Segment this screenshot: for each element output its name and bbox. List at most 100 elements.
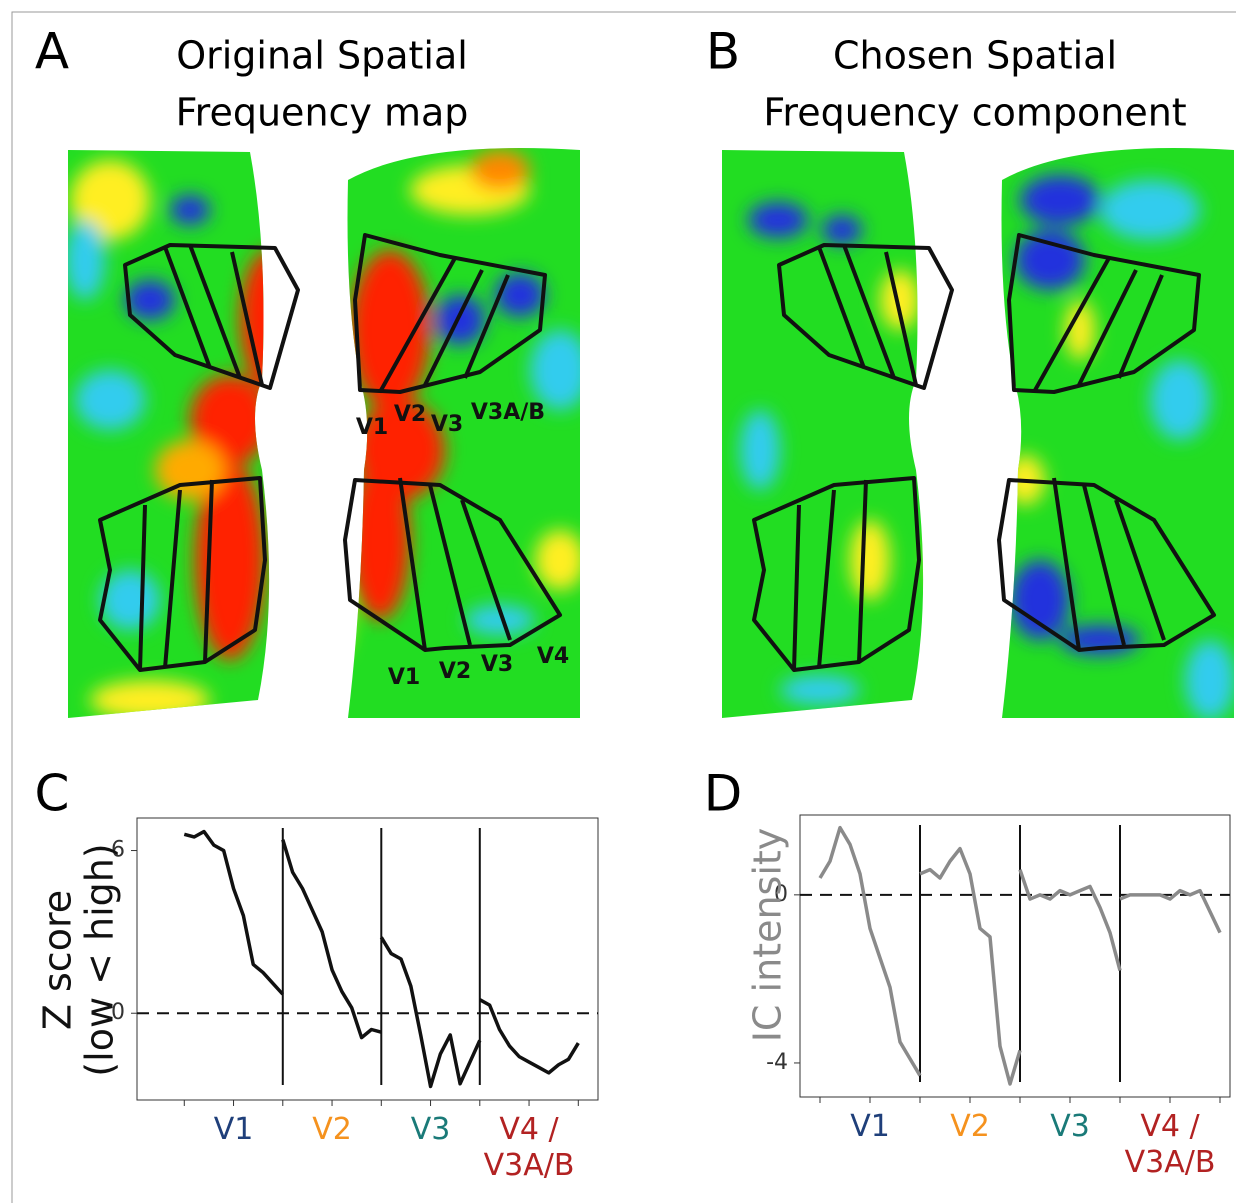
y-tick-label: 0 [111, 1000, 125, 1025]
map-title: Frequency map [176, 91, 469, 135]
category-label: V4 / V3A/B [1124, 1109, 1216, 1180]
roi-outline [343, 478, 562, 652]
roi-divider [230, 251, 264, 386]
category-label: V4 / V3A/B [483, 1112, 575, 1183]
map-blob [125, 280, 175, 320]
map-blob [822, 215, 862, 245]
map-blob [1015, 230, 1085, 290]
y-tick-label: -4 [766, 1050, 788, 1075]
map-blob [1150, 360, 1210, 440]
map-title: Original Spatial [176, 34, 468, 78]
roi-divider [163, 489, 182, 669]
map-blob [1065, 300, 1095, 360]
roi-label: V4 [537, 644, 569, 669]
roi-divider [463, 274, 510, 379]
roi-divider [163, 246, 212, 369]
roi-divider [792, 504, 801, 671]
map-blob [880, 270, 920, 330]
roi-divider [842, 244, 896, 379]
roi-divider [203, 479, 214, 663]
y-axis-label: (low < high) [78, 843, 122, 1076]
roi-divider [1114, 499, 1166, 641]
map-blob [465, 605, 535, 635]
map-blob [1010, 560, 1070, 640]
category-label: V1 [213, 1112, 254, 1147]
roi-label: V1 [388, 665, 420, 690]
roi-divider [1032, 257, 1111, 393]
map-blob [780, 675, 860, 705]
roi-divider [428, 484, 472, 646]
roi-label: V3 [431, 412, 463, 437]
map-blob [70, 160, 150, 240]
map-blob [190, 375, 270, 465]
map-blob [470, 150, 530, 190]
roi-outline [353, 233, 547, 394]
map-blob [75, 370, 145, 430]
roi-divider [857, 479, 868, 663]
y-axis-label: Z score [36, 890, 80, 1030]
y-tick-label: 6 [111, 838, 125, 863]
data-line [818, 825, 1222, 1086]
roi-label: V3 [481, 652, 513, 677]
roi-divider [398, 477, 427, 651]
frame [11, 11, 1236, 1203]
roi-divider [423, 269, 484, 386]
map-blob [310, 580, 350, 660]
roi-outline [1007, 233, 1201, 394]
panel-label: D [704, 765, 743, 823]
roi-divider [460, 499, 512, 641]
roi-outline [997, 478, 1216, 652]
map-blob [170, 195, 210, 225]
map-blob [535, 530, 580, 590]
map-blob [68, 220, 105, 300]
category-label: V2 [312, 1112, 352, 1147]
roi-divider [1082, 484, 1126, 646]
cortex-map [722, 148, 1234, 718]
roi-label: V2 [394, 402, 426, 427]
category-label: V3 [1050, 1109, 1090, 1144]
plot-frame [136, 817, 599, 1101]
map-blob [1100, 180, 1200, 240]
roi-outline [777, 243, 954, 390]
map-blob [748, 202, 808, 238]
roi-divider [188, 244, 242, 379]
roi-divider [1077, 269, 1138, 386]
roi-divider [1052, 477, 1081, 651]
map-blob [1020, 175, 1100, 225]
roi-divider [138, 504, 147, 671]
panel-label: A [35, 23, 69, 81]
map-blob [90, 680, 210, 718]
map-blob [495, 273, 545, 317]
roi-divider [1117, 274, 1164, 379]
y-tick-label: 0 [774, 882, 788, 907]
category-label: V2 [950, 1109, 990, 1144]
map-blob [530, 330, 580, 410]
map-blob [435, 295, 485, 345]
map-blob [350, 250, 430, 410]
map-title: Frequency component [763, 91, 1186, 135]
map-blob [1185, 640, 1234, 718]
y-axis-label: IC intensity [746, 828, 790, 1043]
panel-label: C [35, 765, 70, 823]
map-blob [350, 460, 410, 620]
map-blob [155, 440, 225, 500]
map-blob [100, 570, 160, 630]
panel-label: B [706, 23, 740, 81]
map-blob [740, 410, 780, 490]
map-blob [1060, 625, 1140, 655]
map-blob [850, 520, 890, 600]
roi-label: V1 [356, 415, 388, 440]
roi-outline [123, 243, 300, 390]
category-label: V1 [850, 1109, 890, 1144]
roi-label: V2 [439, 659, 471, 684]
plot-frame [799, 814, 1231, 1098]
roi-outline [98, 476, 267, 672]
map-blob [930, 530, 950, 590]
map-title: Chosen Spatial [833, 34, 1117, 78]
data-line [183, 829, 580, 1089]
roi-divider [884, 251, 918, 386]
map-blobs [740, 175, 1234, 718]
roi-divider [817, 246, 866, 369]
